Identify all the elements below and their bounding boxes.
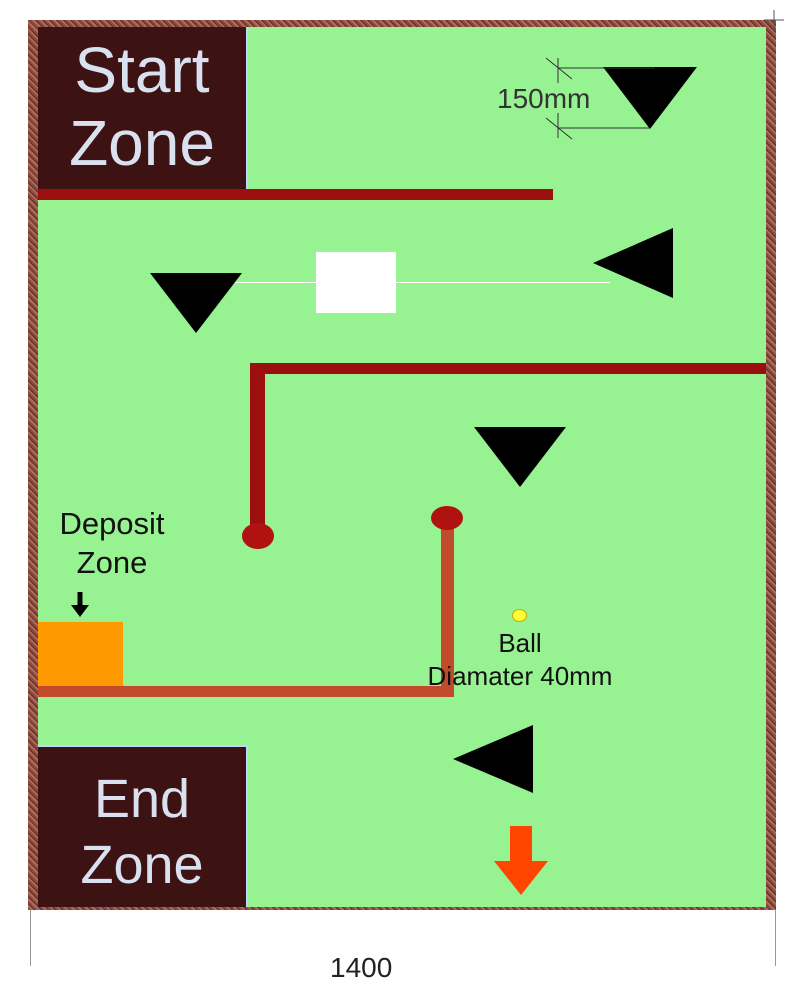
- end-zone-label-line2: Zone: [80, 835, 204, 895]
- bottom-dimension-area: [30, 910, 776, 966]
- white-obstacle-box: [316, 252, 396, 313]
- exit-arrow-icon: [494, 826, 548, 895]
- measure-label: 150mm: [497, 83, 591, 114]
- ball: [512, 609, 527, 622]
- down-triangle-icon: [603, 67, 697, 129]
- start-zone-label-line2: Zone: [69, 107, 215, 179]
- deposit-zone-label-line1: Deposit: [59, 506, 165, 541]
- ball-label-line2: Diamater 40mm: [427, 661, 613, 691]
- left-triangle-icon: [593, 228, 673, 298]
- deposit-zone-label-line2: Zone: [76, 545, 148, 580]
- start-zone: Start Zone: [38, 27, 248, 189]
- left-triangle-icon: [453, 725, 533, 793]
- dimension-lines: [545, 57, 655, 140]
- start-zone-label-line1: Start: [74, 34, 210, 106]
- wall-end-node-left: [242, 523, 274, 549]
- rail-end-node: [431, 506, 463, 530]
- down-triangle-icon: [150, 273, 242, 333]
- end-zone-label-line1: End: [93, 769, 191, 829]
- wall-middle-horizontal: [250, 363, 766, 374]
- wall-top-horizontal: [38, 189, 553, 200]
- bottom-dimension-label: 1400: [330, 952, 393, 983]
- down-triangle-icon: [474, 427, 566, 487]
- rail-horizontal: [38, 686, 454, 697]
- ball-label-line1: Ball: [498, 628, 542, 658]
- corner-crosshair-icon: [764, 10, 784, 30]
- end-zone: End Zone: [38, 745, 248, 907]
- deposit-arrow-icon: [71, 592, 89, 617]
- deposit-zone-box: [38, 622, 123, 686]
- wall-middle-vertical: [250, 363, 265, 528]
- rail-vertical: [441, 524, 454, 696]
- white-guide-line: [202, 282, 610, 283]
